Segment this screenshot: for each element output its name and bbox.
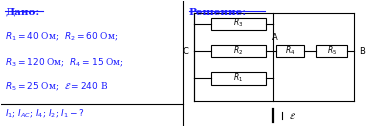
Text: $R_5 = 25$ Ом;  $\mathcal{E} = 240$ В: $R_5 = 25$ Ом; $\mathcal{E} = 240$ В bbox=[5, 81, 108, 93]
Text: B: B bbox=[360, 47, 365, 56]
Text: $R_1$: $R_1$ bbox=[233, 72, 244, 84]
Text: $R_3 = 120$ Ом;  $R_4 = 15$ Ом;: $R_3 = 120$ Ом; $R_4 = 15$ Ом; bbox=[5, 57, 124, 69]
FancyBboxPatch shape bbox=[276, 45, 304, 57]
Text: $R_4$: $R_4$ bbox=[285, 44, 296, 57]
Text: Дано:: Дано: bbox=[5, 8, 39, 17]
Text: A: A bbox=[272, 33, 278, 42]
Text: $R_3$: $R_3$ bbox=[233, 17, 244, 29]
Text: $I_1$; $I_{AC}$; $I_4$; $I_2$; $I_1 - ?$: $I_1$; $I_{AC}$; $I_4$; $I_2$; $I_1 - ?$ bbox=[5, 108, 85, 120]
FancyBboxPatch shape bbox=[211, 18, 266, 30]
Text: $R_2$: $R_2$ bbox=[233, 44, 244, 57]
FancyBboxPatch shape bbox=[316, 45, 347, 57]
Text: C: C bbox=[182, 47, 188, 56]
Text: $\mathcal{E}$: $\mathcal{E}$ bbox=[289, 111, 296, 121]
Text: $R_5$: $R_5$ bbox=[327, 44, 337, 57]
FancyBboxPatch shape bbox=[211, 72, 266, 85]
Text: $R_1 = 40$ Ом;  $R_2 = 60$ Ом;: $R_1 = 40$ Ом; $R_2 = 60$ Ом; bbox=[5, 31, 118, 43]
FancyBboxPatch shape bbox=[211, 45, 266, 57]
Text: Решение:: Решение: bbox=[188, 8, 247, 17]
